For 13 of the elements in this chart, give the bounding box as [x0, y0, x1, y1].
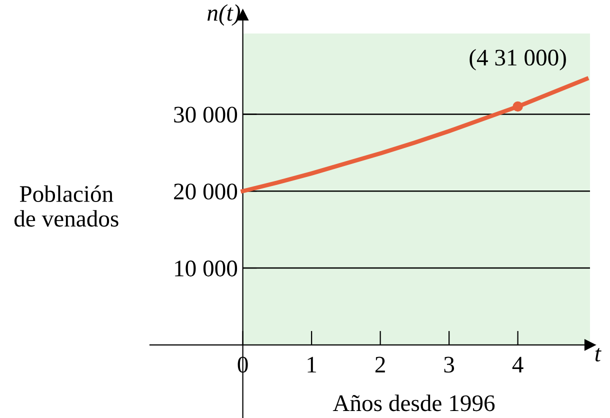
x-axis-title: Años desde 1996: [332, 394, 495, 412]
x-tick-label: 4: [512, 356, 524, 372]
y-tick-label: 10 000: [175, 260, 238, 276]
x-tick-label: 1: [308, 356, 316, 372]
annotation: n(t): [208, 4, 240, 26]
line-series: [240, 76, 589, 194]
y-axis-title: Población de venados: [14, 185, 118, 227]
y-tick-label: 30 000: [174, 106, 238, 123]
text: t: [595, 348, 602, 362]
y-tick-label: 20 000: [174, 184, 238, 200]
annotation: (4 31 000): [470, 49, 566, 70]
x-tick-label: 3: [444, 356, 454, 373]
x-tick-label: 2: [375, 356, 385, 372]
